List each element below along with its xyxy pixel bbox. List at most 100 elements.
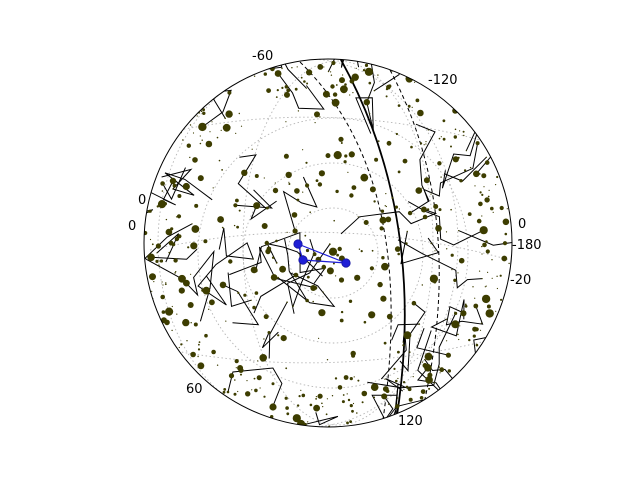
star-marker [481,245,483,248]
constellation-line [407,201,484,246]
star-marker [479,329,482,331]
star-marker [234,379,236,381]
star-marker [234,359,239,364]
star-marker [463,134,465,137]
highlight-star [341,258,351,268]
star-marker [473,303,479,309]
star-marker [402,381,406,384]
star-marker [286,231,288,233]
star-marker [241,169,248,176]
star-marker [186,143,191,148]
star-marker [157,200,167,209]
star-marker [373,90,375,92]
star-marker [341,400,345,404]
star-marker [175,271,177,273]
constellation-line [144,180,176,206]
constellation-line [229,246,316,289]
star-marker [221,169,224,171]
star-marker [421,361,423,363]
star-marker [274,182,276,184]
star-marker [457,324,459,326]
star-marker [259,354,268,362]
star-marker [315,398,317,400]
star-marker [385,389,390,393]
star-marker [321,264,327,270]
star-marker [253,377,256,380]
star-marker [165,307,174,316]
highlight-star [293,239,303,249]
star-marker [355,67,357,69]
star-marker [212,187,214,189]
star-marker [190,273,192,275]
star-marker [495,184,497,186]
star-marker [182,318,190,327]
star-marker [192,132,195,134]
star-marker [155,243,161,249]
star-marker [263,177,265,179]
constellation-line [261,331,279,349]
star-marker [487,271,489,273]
star-marker [174,258,176,261]
star-marker [370,383,379,392]
star-marker [306,69,313,76]
star-marker [165,218,168,221]
star-marker [198,343,200,346]
star-marker [407,210,413,216]
ra-tick-label: 120 [398,414,423,429]
star-marker [305,248,310,253]
star-marker [481,278,483,280]
star-marker [318,170,325,177]
star-marker [332,92,338,97]
star-marker [312,252,317,257]
star-marker [422,214,428,220]
star-marker [495,310,497,312]
constellation-line [222,284,260,326]
star-marker [296,404,300,407]
star-marker [176,214,182,219]
star-marker [486,304,491,309]
star-marker [327,70,330,73]
star-marker [420,389,426,394]
star-marker [420,142,423,145]
star-marker [364,63,369,67]
constellation-line [218,227,254,260]
star-marker [259,387,261,389]
star-marker [331,395,334,397]
star-marker [394,406,397,409]
star-marker [360,173,369,182]
star-marker [197,355,199,358]
star-marker [340,85,348,94]
star-marker [187,302,194,308]
star-marker [468,338,471,342]
star-marker [459,179,463,183]
star-marker [421,187,423,189]
star-marker [363,220,369,225]
star-marker [397,377,399,380]
star-marker [300,389,302,391]
star-marker [349,404,353,408]
constellation-line [355,97,374,134]
star-marker [178,274,186,283]
star-marker [250,299,252,301]
star-marker [472,334,476,338]
star-marker [243,293,247,297]
star-marker [430,242,433,245]
constellation-line [409,123,436,214]
star-marker [304,234,307,237]
star-marker [178,346,180,349]
star-marker [288,183,291,185]
star-marker [425,367,429,371]
constellation-line [423,143,479,202]
star-marker [340,310,344,314]
star-marker [280,335,287,342]
star-marker [227,90,232,95]
star-marker [467,212,472,217]
star-marker [300,420,305,426]
star-marker [222,123,231,132]
star-marker [291,67,293,69]
constellation-line [430,299,465,337]
star-marker [221,226,224,229]
star-marker [333,151,342,160]
star-marker [335,189,339,194]
star-marker [412,376,414,378]
